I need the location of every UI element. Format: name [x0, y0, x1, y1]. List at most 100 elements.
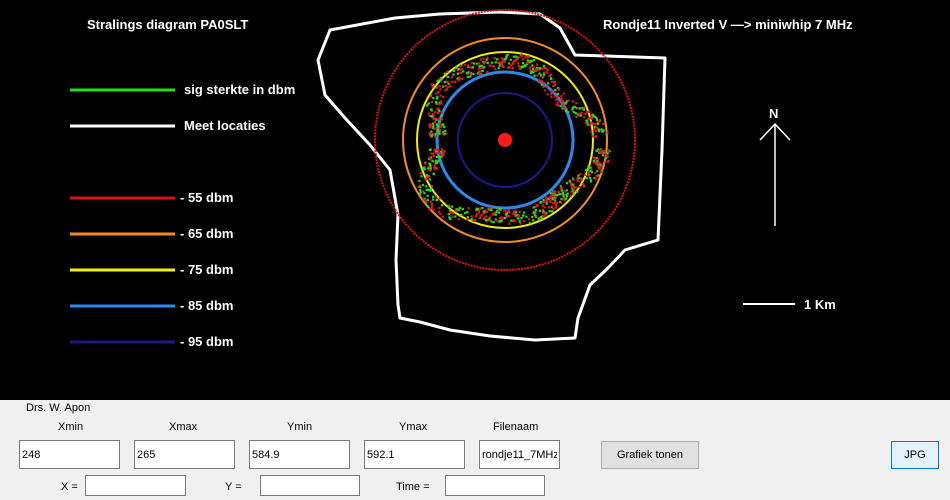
- jpg-button[interactable]: JPG: [891, 441, 939, 469]
- time-input[interactable]: [445, 475, 545, 496]
- signal-point: [423, 192, 426, 195]
- xmin-input[interactable]: [19, 440, 120, 469]
- signal-point: [535, 214, 538, 217]
- author-label: Drs. W. Apon: [26, 402, 91, 414]
- signal-point: [432, 198, 435, 201]
- ymin-input[interactable]: [249, 440, 350, 469]
- signal-point: [572, 178, 575, 181]
- signal-point: [581, 107, 584, 110]
- signal-point: [560, 100, 563, 103]
- signal-point: [432, 122, 435, 125]
- legend-label-95: - 95 dbm: [180, 334, 234, 349]
- signal-point: [543, 211, 546, 214]
- signal-point: [596, 160, 599, 163]
- signal-point: [523, 220, 526, 223]
- signal-point: [550, 77, 553, 80]
- signal-point: [432, 208, 435, 211]
- signal-point: [562, 100, 565, 103]
- signal-point: [462, 70, 465, 73]
- signal-point: [455, 67, 458, 70]
- signal-point: [533, 59, 536, 62]
- xmax-label: Xmax: [169, 421, 198, 433]
- signal-point: [584, 112, 587, 116]
- signal-point: [455, 66, 458, 69]
- signal-point: [469, 66, 472, 69]
- signal-point: [596, 169, 599, 173]
- y-coord-input[interactable]: [260, 475, 360, 496]
- signal-point: [543, 73, 546, 76]
- signal-point: [459, 64, 462, 68]
- signal-point: [543, 66, 546, 70]
- signal-point: [599, 149, 602, 152]
- signal-point: [545, 199, 548, 202]
- signal-point: [486, 62, 489, 65]
- signal-point: [432, 97, 435, 100]
- signal-point: [572, 190, 575, 193]
- filenaam-input[interactable]: [479, 440, 560, 469]
- signal-point: [541, 75, 544, 78]
- signal-point: [429, 168, 432, 172]
- signal-point: [548, 196, 552, 199]
- signal-point: [484, 209, 487, 212]
- signal-point: [434, 148, 437, 151]
- signal-point: [508, 62, 511, 65]
- signal-point: [602, 150, 605, 153]
- signal-point: [511, 219, 515, 223]
- show-graph-button[interactable]: Grafiek tonen: [601, 441, 699, 469]
- signal-point: [602, 130, 605, 133]
- signal-point: [598, 130, 601, 133]
- signal-point: [433, 111, 436, 114]
- signal-point: [433, 127, 436, 130]
- x-coord-input[interactable]: [85, 475, 186, 496]
- signal-point: [492, 221, 495, 224]
- signal-point: [442, 154, 445, 157]
- signal-point: [580, 178, 583, 181]
- signal-point: [597, 165, 600, 168]
- signal-point: [592, 122, 595, 125]
- signal-point: [590, 113, 593, 117]
- signal-point: [530, 59, 533, 62]
- signal-point: [514, 60, 517, 63]
- signal-point: [460, 71, 463, 74]
- signal-point: [435, 199, 438, 202]
- signal-point: [585, 177, 588, 180]
- plot-subtitle: Rondje11 Inverted V —> miniwhip 7 MHz: [603, 17, 853, 32]
- signal-point: [423, 168, 426, 171]
- signal-point: [426, 104, 429, 107]
- signal-point: [432, 154, 435, 157]
- ymax-input[interactable]: [364, 440, 465, 469]
- signal-point: [536, 69, 539, 72]
- signal-point: [480, 64, 483, 67]
- signal-point: [469, 71, 472, 74]
- signal-point: [606, 131, 609, 134]
- signal-point: [500, 220, 503, 223]
- signal-point: [486, 56, 489, 59]
- signal-point: [444, 129, 447, 132]
- signal-point: [441, 153, 444, 156]
- signal-point: [524, 56, 527, 59]
- signal-point: [482, 57, 485, 60]
- signal-point: [552, 191, 555, 194]
- signal-point: [579, 114, 582, 117]
- signal-point: [595, 129, 598, 133]
- signal-point: [456, 77, 459, 80]
- signal-point: [434, 161, 437, 164]
- signal-point: [592, 115, 595, 118]
- signal-point: [426, 199, 429, 202]
- filenaam-label: Filenaam: [493, 421, 539, 433]
- signal-point: [434, 166, 437, 169]
- signal-point: [575, 107, 578, 110]
- signal-point: [464, 212, 467, 215]
- xmax-input[interactable]: [134, 440, 235, 469]
- signal-point: [448, 216, 451, 219]
- signal-point: [477, 209, 480, 213]
- signal-point: [586, 171, 589, 174]
- signal-point: [511, 66, 514, 70]
- signal-point: [565, 182, 569, 185]
- signal-point: [590, 116, 593, 119]
- signal-point: [508, 211, 511, 214]
- signal-point: [556, 202, 559, 205]
- signal-point: [605, 133, 608, 136]
- signal-point: [470, 61, 473, 64]
- signal-point: [592, 113, 595, 116]
